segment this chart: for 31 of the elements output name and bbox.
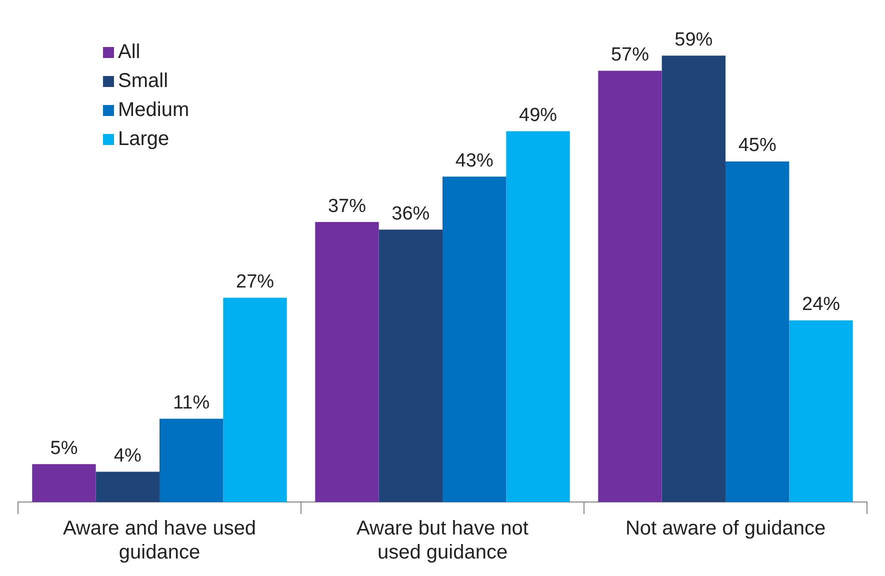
legend-label: Medium	[118, 98, 190, 123]
data-label: 4%	[114, 445, 142, 466]
bar	[506, 131, 570, 502]
x-tick-label: Aware and have used guidance	[62, 518, 256, 564]
bar	[726, 162, 790, 502]
x-tick-label: Aware but have not used guidance	[356, 518, 529, 564]
data-label: 5%	[50, 438, 78, 459]
data-label: 43%	[455, 150, 494, 172]
data-label: 36%	[392, 203, 430, 224]
data-label: 37%	[328, 196, 366, 217]
legend-label: Large	[118, 127, 170, 152]
bar	[223, 298, 287, 502]
data-label: 27%	[236, 271, 274, 292]
data-label: 49%	[518, 104, 558, 126]
x-tick-label: Not aware of guidance	[625, 518, 826, 540]
data-label: 24%	[802, 294, 840, 316]
bar	[378, 230, 442, 502]
bar	[789, 320, 853, 502]
bar	[315, 222, 379, 502]
data-label: 11%	[173, 392, 210, 414]
bar	[598, 70, 662, 502]
bar	[32, 464, 96, 502]
bar	[96, 472, 160, 502]
legend-label: Small	[118, 69, 168, 94]
data-label: 59%	[674, 29, 713, 50]
data-label: 57%	[610, 44, 650, 66]
bar	[442, 176, 506, 502]
bar	[662, 56, 726, 502]
legend-label: All	[118, 40, 140, 65]
data-label: 45%	[738, 135, 776, 156]
bar	[160, 418, 224, 502]
